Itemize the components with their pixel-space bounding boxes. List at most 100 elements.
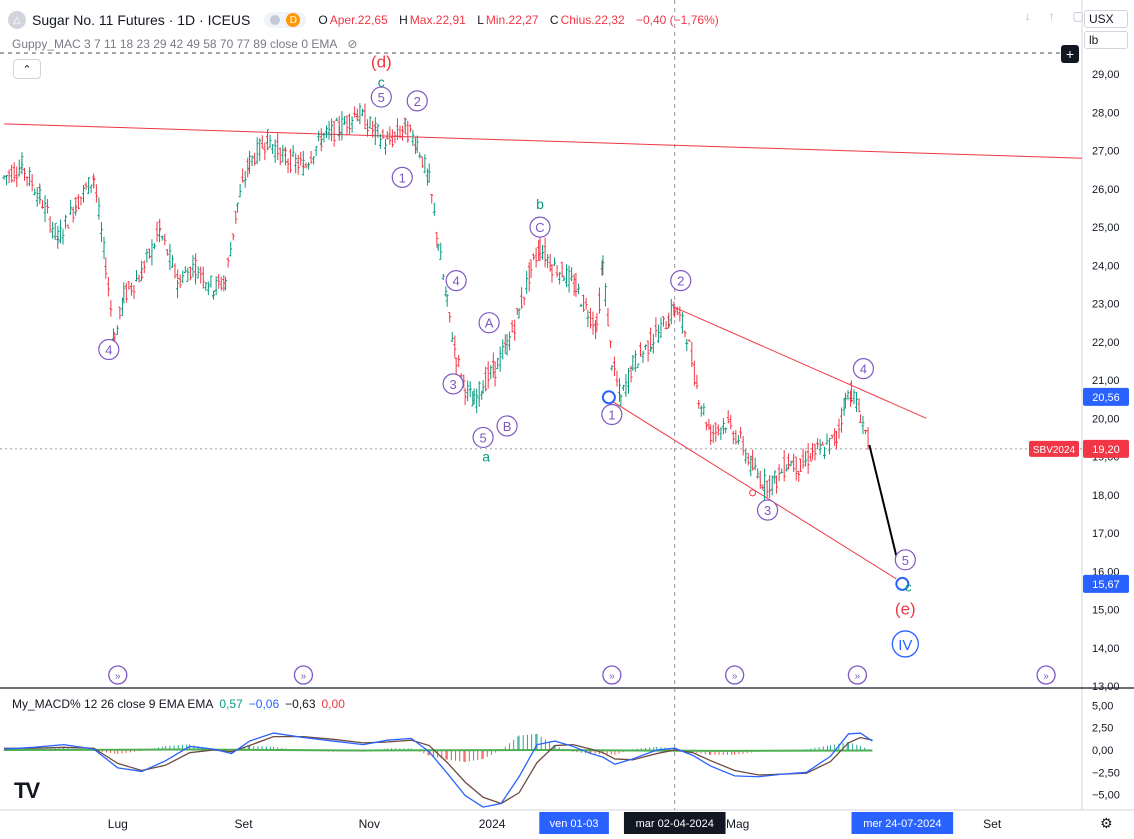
macd-legend[interactable]: My_MACD% 12 26 close 9 EMA EMA 0,57 −0,0… [12,697,345,711]
eye-hidden-icon[interactable]: ⊘ [347,37,358,51]
down-arrow-icon[interactable]: ↓ [1024,9,1031,23]
price-bar [327,120,331,140]
settings-gear-icon[interactable]: ⚙ [1100,815,1113,831]
price-bar [816,438,820,449]
macd-signal-line [4,735,873,805]
price-bar [196,266,200,279]
price-bar [638,342,642,357]
price-bar [314,145,318,156]
price-bar [92,175,96,188]
date-cursor-label: mer 24-07-2024 [863,818,941,830]
price-bar [82,184,86,203]
price-bar [629,365,633,383]
price-bar [147,248,151,259]
price-bar [852,389,856,405]
y-tick-label: 13,00 [1092,681,1120,693]
price-bar [811,443,814,460]
price-bar [749,455,753,477]
price-bar [525,270,529,295]
price-bar [406,120,410,143]
price-bar [340,111,344,141]
price-bar [178,274,182,288]
price-bar [294,153,298,174]
price-bar [87,177,91,194]
price-bar [567,265,571,293]
price-bar [25,176,29,187]
x-tick-label: Set [235,817,254,831]
unit-select[interactable]: lb [1084,31,1128,49]
indicator-label[interactable]: Guppy_MAC 3 7 11 18 23 29 42 49 58 70 77… [12,37,338,51]
price-bar [206,281,210,296]
price-label-box [1083,574,1129,593]
price-bar [106,276,110,297]
trend-line [608,398,897,580]
symbol-logo-icon: △ [8,11,26,29]
price-bar [432,202,436,216]
price-bar [58,219,62,244]
market-status-pill[interactable]: D [264,12,307,28]
price-bar [258,138,262,161]
price-bar [168,243,172,271]
price-bar [319,138,323,146]
collapse-button[interactable]: ⌃ [13,59,41,79]
price-bar [565,264,569,288]
price-bar [601,255,605,275]
macd-value-2: −0,06 [248,697,280,711]
price-bar [553,257,557,266]
add-plus-button[interactable]: + [1061,45,1079,63]
price-bar [843,392,847,409]
price-bar [454,357,458,375]
wave-label-circle [496,415,518,437]
price-bar [186,267,190,283]
price-bar [520,287,524,309]
price-bar [729,414,733,430]
price-label: 15,67 [1092,579,1120,591]
price-bar [570,267,574,282]
wave-label: C [535,220,544,235]
price-bar [610,365,614,371]
price-bar [626,367,630,394]
price-bar [615,370,619,387]
maximize-icon[interactable]: ▢ [1072,9,1084,23]
price-bar [489,365,493,380]
price-bar [266,129,270,144]
price-bar [659,317,663,338]
price-bar [158,218,162,233]
price-bar [358,103,362,125]
price-bar [388,126,392,145]
price-bar [436,243,440,251]
event-marker-arrow: » [732,671,738,682]
price-bar [773,470,777,484]
price-bar [307,162,311,170]
price-bar [441,273,445,281]
event-marker-icon [1036,665,1056,685]
price-bar [355,108,359,118]
macd-value-3: −0,63 [285,697,316,711]
price-bar [194,253,198,270]
price-bar [861,415,865,435]
price-bar [709,424,713,445]
up-arrow-icon[interactable]: ↑ [1048,9,1055,23]
price-bar [74,197,78,212]
y-tick-label: 21,00 [1092,375,1120,387]
wave-label: 5 [479,430,486,445]
wave-label: 4 [105,342,112,357]
price-bar [680,312,684,334]
price-bar [522,296,526,306]
price-bar [129,282,133,296]
price-bar [763,468,767,500]
price-bar [312,156,316,165]
price-bar [457,355,461,368]
symbol-title[interactable]: Sugar No. 11 Futures · 1D · ICEUS [32,12,251,28]
price-bar [137,274,141,283]
y-tick-label: 26,00 [1092,184,1120,196]
price-bar [746,453,750,466]
event-marker-arrow: » [855,671,861,682]
price-bar [707,418,711,431]
price-bar [468,381,472,398]
price-bar [38,185,42,202]
currency-select[interactable]: USX [1084,10,1128,28]
price-bar [222,275,226,292]
